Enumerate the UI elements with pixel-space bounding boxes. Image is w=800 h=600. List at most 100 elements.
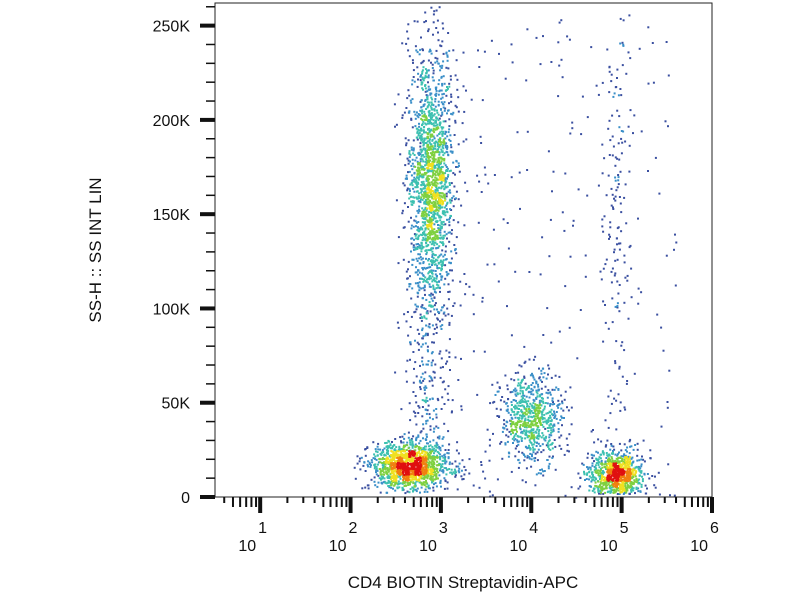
event-dot — [447, 452, 450, 455]
event-dot — [436, 326, 438, 329]
event-dot — [488, 444, 491, 447]
event-dot — [446, 468, 449, 471]
event-dot — [443, 183, 446, 186]
event-dot — [437, 146, 440, 149]
event-dot — [428, 195, 431, 197]
event-dot — [373, 467, 376, 470]
event-dot — [533, 448, 536, 451]
event-dot — [409, 196, 412, 198]
event-dot — [430, 259, 433, 262]
event-dot — [455, 197, 457, 200]
event-dot — [608, 466, 610, 469]
event-dot — [441, 192, 444, 195]
event-dot — [435, 416, 438, 419]
event-dot — [506, 222, 509, 224]
event-dot — [421, 198, 424, 201]
event-dot — [452, 161, 455, 164]
event-dot — [627, 317, 630, 320]
event-dot — [416, 273, 419, 276]
event-dot — [549, 423, 552, 425]
event-dot — [502, 218, 505, 221]
event-dot — [440, 328, 443, 330]
event-dot — [534, 430, 537, 433]
event-dot — [610, 490, 613, 493]
event-dot — [418, 208, 420, 211]
event-dot — [544, 420, 547, 423]
event-dot — [625, 72, 628, 75]
event-dot — [431, 272, 433, 274]
event-dot — [613, 274, 616, 277]
event-dot — [419, 171, 421, 174]
event-dot — [535, 437, 538, 440]
event-dot — [611, 135, 614, 138]
event-dot — [428, 191, 430, 194]
event-dot — [412, 444, 415, 447]
event-dot — [582, 463, 585, 466]
event-dot — [393, 477, 395, 480]
event-dot — [433, 109, 436, 112]
event-dot — [430, 472, 433, 475]
event-dot — [423, 286, 426, 289]
event-dot — [552, 455, 554, 458]
event-dot — [453, 302, 456, 305]
event-dot — [389, 475, 392, 478]
event-dot — [624, 485, 627, 487]
event-dot — [438, 6, 441, 9]
event-dot — [409, 459, 412, 462]
event-dot — [633, 467, 636, 470]
event-dot — [436, 111, 439, 114]
event-dot — [427, 448, 430, 451]
event-dot — [438, 280, 441, 283]
event-dot — [432, 148, 435, 151]
event-dot — [439, 463, 442, 466]
event-dot — [566, 35, 569, 38]
event-dot — [549, 420, 552, 423]
event-dot — [628, 468, 631, 471]
event-dot — [424, 342, 427, 345]
event-dot — [539, 423, 542, 426]
event-dot — [529, 391, 532, 394]
event-dot — [629, 244, 632, 247]
event-dot — [432, 479, 435, 482]
event-dot — [422, 335, 425, 338]
event-dot — [434, 147, 437, 150]
event-dot — [445, 94, 448, 97]
event-dot — [620, 344, 623, 347]
event-dot — [433, 277, 436, 280]
event-dot — [388, 477, 391, 480]
event-dot — [423, 445, 426, 448]
event-dot — [448, 461, 451, 464]
event-dot — [623, 478, 626, 481]
event-dot — [427, 128, 429, 131]
event-dot — [426, 225, 429, 227]
event-dot — [426, 409, 429, 412]
event-dot — [443, 188, 446, 191]
event-dot — [614, 360, 617, 363]
event-dot — [449, 150, 452, 153]
event-dot — [417, 292, 420, 295]
event-dot — [521, 430, 524, 433]
event-dot — [624, 462, 626, 464]
event-dot — [441, 396, 444, 399]
event-dot — [444, 480, 447, 483]
event-dot — [427, 325, 430, 328]
event-dot — [441, 260, 444, 263]
event-dot — [443, 459, 446, 462]
event-dot — [403, 433, 406, 436]
event-dot — [439, 161, 441, 164]
event-dot — [614, 489, 616, 492]
event-dot — [444, 245, 447, 248]
event-dot — [412, 435, 415, 438]
event-dot — [628, 479, 631, 482]
event-dot — [417, 166, 420, 169]
event-dot — [425, 298, 428, 301]
event-dot — [521, 391, 524, 394]
event-dot — [436, 209, 439, 212]
event-dot — [405, 479, 407, 482]
event-dot — [419, 381, 422, 384]
event-dot — [462, 85, 465, 88]
event-dot — [444, 107, 447, 110]
event-dot — [437, 186, 440, 189]
event-dot — [414, 482, 416, 485]
event-dot — [632, 132, 634, 135]
